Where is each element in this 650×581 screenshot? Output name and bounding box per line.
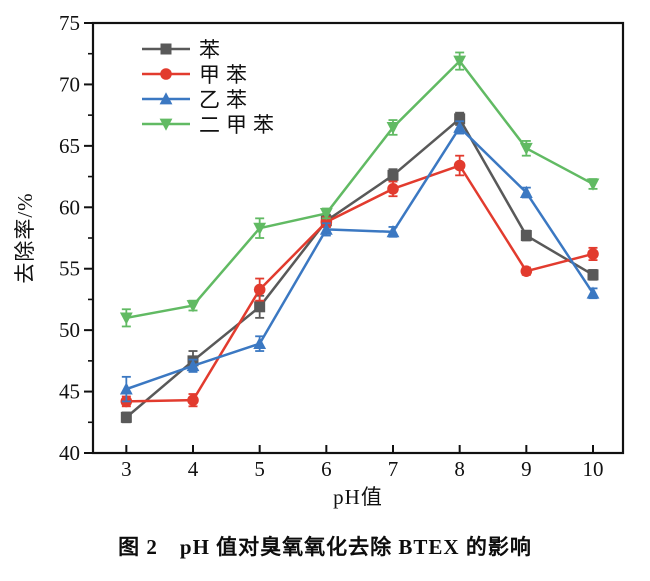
data-point-ethylbenzene	[586, 286, 600, 299]
data-point-xylene	[319, 208, 333, 221]
legend-marker-benzene	[160, 43, 172, 55]
data-point-toluene	[253, 283, 266, 296]
data-point-xylene	[186, 300, 200, 313]
data-point-benzene	[520, 230, 532, 242]
data-point-ethylbenzene	[386, 225, 400, 238]
data-point-benzene	[254, 301, 266, 313]
plot-border	[91, 21, 625, 455]
x-tick-label: 10	[583, 457, 604, 481]
y-tick-label: 75	[59, 11, 80, 35]
series-line-benzene	[125, 117, 594, 419]
x-tick-label: 5	[254, 457, 265, 481]
x-axis-title: pH值	[333, 485, 383, 509]
data-point-ethylbenzene	[453, 120, 467, 133]
legend-marker-ethylbenzene	[159, 92, 173, 105]
y-tick-label: 65	[59, 134, 80, 158]
legend-marker-toluene	[160, 68, 172, 80]
legend-label-toluene: 甲苯	[199, 63, 253, 87]
data-point-xylene	[586, 178, 600, 191]
series-line-xylene	[126, 59, 594, 320]
data-point-ethylbenzene	[253, 336, 267, 350]
series-line-ethylbenzene	[125, 126, 595, 391]
y-tick-label: 45	[59, 380, 80, 404]
series-ethylbenzene	[119, 120, 600, 403]
data-point-benzene	[387, 169, 399, 181]
data-point-xylene	[253, 222, 267, 235]
legend-item-xylene: 二甲苯	[142, 113, 280, 137]
y-tick-label: 60	[59, 195, 80, 219]
data-point-xylene	[386, 122, 400, 135]
x-tick-label: 7	[388, 457, 399, 481]
data-point-toluene	[520, 265, 533, 277]
series-xylene	[119, 51, 600, 328]
y-axis-title: 去除率/%	[13, 192, 37, 283]
data-point-toluene	[587, 248, 599, 260]
y-tick-label: 50	[59, 318, 80, 342]
data-point-toluene	[387, 183, 399, 195]
data-point-xylene	[519, 142, 533, 156]
data-point-ethylbenzene	[519, 185, 533, 198]
x-tick-label: 4	[188, 457, 199, 481]
data-point-toluene	[187, 394, 199, 406]
legend-item-ethylbenzene: 乙苯	[142, 88, 253, 112]
data-point-ethylbenzene	[119, 382, 133, 395]
x-tick-label: 8	[454, 457, 465, 481]
x-tick-label: 3	[121, 457, 132, 481]
legend-label-ethylbenzene: 乙苯	[199, 88, 253, 112]
data-point-ethylbenzene	[319, 222, 333, 235]
series-toluene	[120, 154, 599, 408]
data-point-benzene	[587, 269, 599, 281]
y-tick-label: 40	[59, 441, 80, 465]
data-point-toluene	[453, 159, 466, 172]
data-point-benzene	[454, 113, 466, 125]
data-point-ethylbenzene	[186, 358, 200, 372]
legend-item-benzene: 苯	[142, 38, 226, 62]
data-point-xylene	[119, 312, 133, 325]
x-tick-label: 6	[321, 457, 332, 481]
figure-caption: 图 2 pH 值对臭氧氧化去除 BTEX 的影响	[118, 535, 532, 559]
legend-label-xylene: 二甲苯	[199, 113, 280, 137]
y-tick-label: 55	[59, 257, 80, 281]
y-tick-label: 70	[59, 72, 80, 96]
legend-item-toluene: 甲苯	[142, 63, 253, 87]
legend-label-benzene: 苯	[199, 38, 226, 62]
series-line-toluene	[126, 164, 594, 403]
legend-marker-xylene	[159, 118, 173, 131]
data-point-benzene	[120, 411, 132, 423]
data-point-xylene	[453, 55, 467, 68]
x-tick-label: 9	[521, 457, 532, 481]
